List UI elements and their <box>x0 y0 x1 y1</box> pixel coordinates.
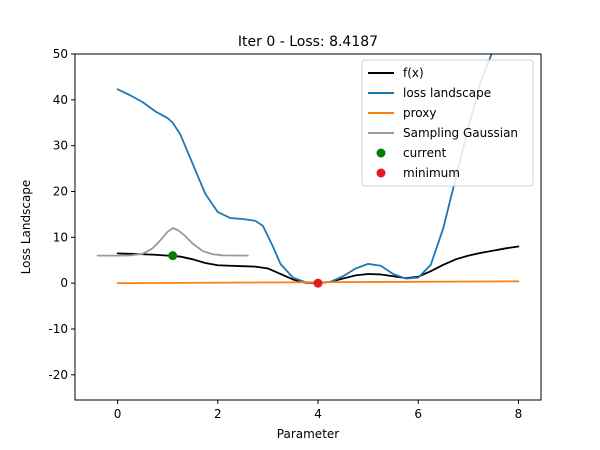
point-minimum <box>313 278 323 288</box>
y-tick-label-4: 20 <box>53 184 68 198</box>
y-tick-label-6: 40 <box>53 93 68 107</box>
legend-label-1: loss landscape <box>403 86 491 100</box>
y-tick-label-5: 30 <box>53 139 68 153</box>
x-tick-label-4: 8 <box>515 407 523 421</box>
legend-label-4: current <box>403 146 447 160</box>
chart-title: Iter 0 - Loss: 8.4187 <box>238 34 378 50</box>
series-line-1 <box>116 54 493 285</box>
point-current <box>168 251 178 261</box>
x-tick-label-1: 2 <box>214 407 222 421</box>
y-tick-label-3: 10 <box>53 230 68 244</box>
y-tick-label-1: -10 <box>48 322 68 336</box>
ticks-layer: 0 2 4 6 8 -20 -10 0 10 20 30 40 50 <box>48 47 522 421</box>
x-tick-label-3: 6 <box>414 407 422 421</box>
legend-swatch-5 <box>376 168 386 178</box>
y-tick-label-7: 50 <box>53 47 68 61</box>
x-axis-label: Parameter <box>277 427 339 441</box>
y-tick-label-2: 0 <box>60 276 68 290</box>
y-axis-label: Loss Landscape <box>19 180 33 275</box>
x-tick-label-0: 0 <box>114 407 122 421</box>
legend-label-2: proxy <box>403 106 436 120</box>
y-tick-label-0: -20 <box>48 368 68 382</box>
points-layer <box>168 251 323 288</box>
x-tick-label-2: 4 <box>314 407 322 421</box>
legend-swatch-4 <box>376 148 386 158</box>
legend-label-5: minimum <box>403 166 460 180</box>
series-line-3 <box>96 227 249 257</box>
legend: f(x) loss landscape proxy Sampling Gaussian… <box>361 59 534 187</box>
plot-frame <box>74 53 542 401</box>
legend-label-3: Sampling Gaussian <box>403 126 518 140</box>
legend-label-0: f(x) <box>403 66 424 80</box>
legend-box <box>361 59 534 187</box>
